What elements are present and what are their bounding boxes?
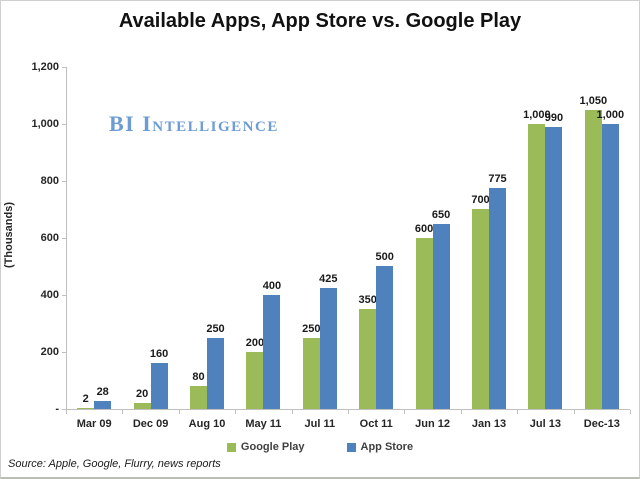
bar-value-label: 600 bbox=[414, 223, 434, 235]
y-axis-title: (Thousands) bbox=[3, 202, 15, 268]
app-store-swatch-icon bbox=[346, 442, 356, 452]
bar-app-store bbox=[263, 295, 281, 409]
bar-google-play bbox=[584, 110, 602, 409]
y-tick-label: 200 bbox=[40, 346, 59, 358]
x-tick-label: Jun 12 bbox=[415, 418, 451, 430]
bar-app-store bbox=[94, 401, 112, 409]
x-tick-label: Dec 09 bbox=[132, 418, 169, 430]
bar-value-label: 700 bbox=[471, 194, 490, 206]
y-tick-mark bbox=[62, 409, 66, 410]
bar-app-store bbox=[545, 127, 563, 409]
bar-google-play bbox=[415, 238, 433, 409]
bar-app-store bbox=[489, 188, 506, 409]
chart-title: Available Apps, App Store vs. Google Pla… bbox=[118, 10, 522, 32]
bar-value-label: 1,000 bbox=[596, 109, 625, 121]
y-tick-label: - bbox=[55, 403, 59, 415]
x-tick-mark bbox=[630, 410, 631, 414]
legend-label-app-store: App Store bbox=[360, 441, 414, 453]
bar-value-label: 350 bbox=[358, 294, 377, 306]
x-tick-label: Jul 11 bbox=[304, 418, 336, 430]
y-tick-mark bbox=[62, 295, 66, 296]
google-play-swatch-icon bbox=[226, 442, 236, 452]
x-tick-label: Jan 13 bbox=[471, 418, 507, 430]
bar-value-label: 1,050 bbox=[579, 95, 608, 107]
bi-intelligence-watermark: BI Intelligence bbox=[109, 111, 279, 136]
bar-google-play bbox=[359, 309, 377, 409]
y-tick-label: 1,000 bbox=[31, 118, 59, 130]
bar-app-store bbox=[376, 266, 394, 409]
x-tick-mark bbox=[122, 410, 124, 414]
bar-value-label: 990 bbox=[544, 112, 564, 124]
x-axis-line bbox=[66, 409, 630, 410]
y-tick-mark bbox=[62, 181, 66, 182]
x-tick-mark bbox=[235, 410, 237, 414]
bar-value-label: 500 bbox=[375, 251, 394, 263]
bar-value-label: 28 bbox=[96, 386, 109, 398]
bar-value-label: 160 bbox=[149, 348, 169, 360]
bar-google-play bbox=[246, 352, 264, 409]
bar-value-label: 1,000 bbox=[523, 109, 551, 121]
bar-app-store bbox=[319, 288, 337, 409]
y-tick-label: 800 bbox=[40, 175, 59, 187]
y-tick-label: 400 bbox=[40, 289, 59, 301]
bar-google-play bbox=[190, 386, 207, 409]
bar-google-play bbox=[77, 408, 95, 409]
x-tick-mark bbox=[66, 410, 67, 414]
source-note: Source: Apple, Google, Flurry, news repo… bbox=[8, 458, 221, 470]
bar-app-store bbox=[601, 124, 619, 409]
y-tick-label: 600 bbox=[40, 232, 59, 244]
legend-item-app-store: App Store bbox=[346, 441, 414, 453]
x-tick-label: May 11 bbox=[245, 418, 282, 430]
x-tick-label: Dec-13 bbox=[583, 418, 620, 430]
y-tick-mark bbox=[62, 238, 66, 239]
bar-value-label: 20 bbox=[135, 388, 149, 400]
bar-value-label: 2 bbox=[82, 393, 89, 405]
y-tick-mark bbox=[62, 124, 66, 125]
y-tick-mark bbox=[62, 67, 66, 68]
bar-value-label: 425 bbox=[319, 273, 338, 285]
legend-item-google-play: Google Play bbox=[226, 441, 305, 453]
x-tick-label: Aug 10 bbox=[188, 418, 226, 430]
x-tick-label: Oct 11 bbox=[359, 418, 393, 430]
bar-value-label: 250 bbox=[206, 323, 225, 335]
y-tick-mark bbox=[62, 352, 66, 353]
x-tick-mark bbox=[348, 410, 349, 414]
bar-google-play bbox=[133, 403, 151, 409]
legend: Google Play App Store bbox=[1, 441, 639, 453]
bar-google-play bbox=[302, 338, 320, 409]
y-axis-line bbox=[66, 67, 67, 410]
y-tick-label: 1,200 bbox=[31, 61, 59, 73]
bar-value-label: 775 bbox=[488, 173, 507, 185]
bar-google-play bbox=[472, 209, 489, 409]
bar-value-label: 400 bbox=[262, 280, 282, 292]
x-tick-mark bbox=[404, 410, 406, 414]
x-tick-mark bbox=[291, 410, 293, 414]
bar-value-label: 650 bbox=[431, 209, 451, 221]
x-tick-label: Jul 13 bbox=[529, 418, 561, 430]
x-tick-mark bbox=[460, 410, 462, 414]
bar-app-store bbox=[207, 338, 224, 409]
bar-value-label: 250 bbox=[302, 323, 321, 335]
bar-app-store bbox=[432, 224, 450, 409]
bar-value-label: 200 bbox=[245, 337, 265, 349]
x-tick-label: Mar 09 bbox=[76, 418, 112, 430]
bar-google-play bbox=[528, 124, 546, 409]
x-tick-mark bbox=[178, 410, 180, 414]
bar-value-label: 80 bbox=[192, 371, 205, 383]
x-tick-mark bbox=[573, 410, 575, 414]
x-tick-mark bbox=[517, 410, 519, 414]
bar-app-store bbox=[150, 363, 168, 409]
legend-label-google-play: Google Play bbox=[240, 441, 305, 453]
